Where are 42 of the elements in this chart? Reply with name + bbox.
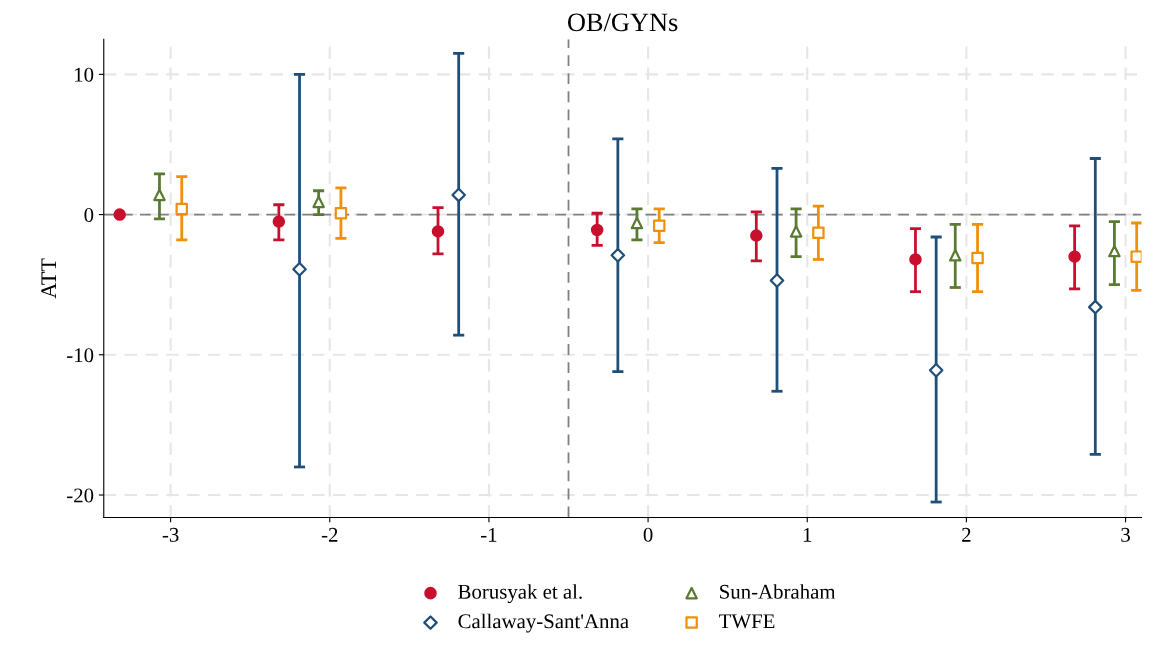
x-tick-label: -2 bbox=[321, 527, 338, 542]
point bbox=[312, 195, 325, 209]
legend-label: TWFE bbox=[719, 614, 775, 629]
point bbox=[1108, 244, 1121, 258]
chart-title: OB/GYNs bbox=[567, 13, 678, 32]
legend-label: Sun-Abraham bbox=[720, 584, 836, 599]
x-tick-label: -1 bbox=[481, 527, 497, 542]
point bbox=[292, 261, 307, 277]
y-axis-title: ATT bbox=[41, 258, 56, 299]
point bbox=[750, 229, 763, 242]
point bbox=[789, 225, 803, 238]
y-tick-label: -10 bbox=[67, 348, 94, 363]
point bbox=[153, 188, 166, 202]
point bbox=[590, 223, 604, 237]
point bbox=[909, 253, 922, 266]
point bbox=[971, 251, 984, 265]
point bbox=[431, 225, 445, 238]
x-tick-label: 1 bbox=[803, 527, 812, 542]
y-tick-label: 10 bbox=[75, 67, 94, 82]
point bbox=[610, 247, 626, 263]
point bbox=[1068, 250, 1081, 263]
point bbox=[1087, 299, 1103, 315]
legend-label: Borusyak et al. bbox=[458, 584, 582, 604]
point bbox=[769, 273, 785, 288]
x-tick-label: 2 bbox=[962, 527, 971, 542]
y-tick-label: -20 bbox=[67, 488, 94, 503]
point bbox=[113, 208, 126, 221]
point bbox=[451, 187, 467, 203]
point bbox=[272, 215, 286, 228]
x-tick-label: 3 bbox=[1121, 527, 1130, 542]
x-tick-label: 0 bbox=[643, 527, 653, 542]
y-tick-label: 0 bbox=[84, 207, 94, 223]
legend-label: Callaway-Sant'Anna bbox=[458, 613, 629, 633]
point bbox=[334, 206, 348, 220]
point bbox=[928, 362, 944, 378]
point bbox=[630, 216, 644, 230]
point bbox=[1130, 250, 1142, 263]
point bbox=[175, 202, 189, 216]
point bbox=[812, 226, 825, 240]
point bbox=[652, 219, 666, 233]
x-tick-label: -3 bbox=[162, 527, 179, 542]
point bbox=[949, 248, 962, 262]
